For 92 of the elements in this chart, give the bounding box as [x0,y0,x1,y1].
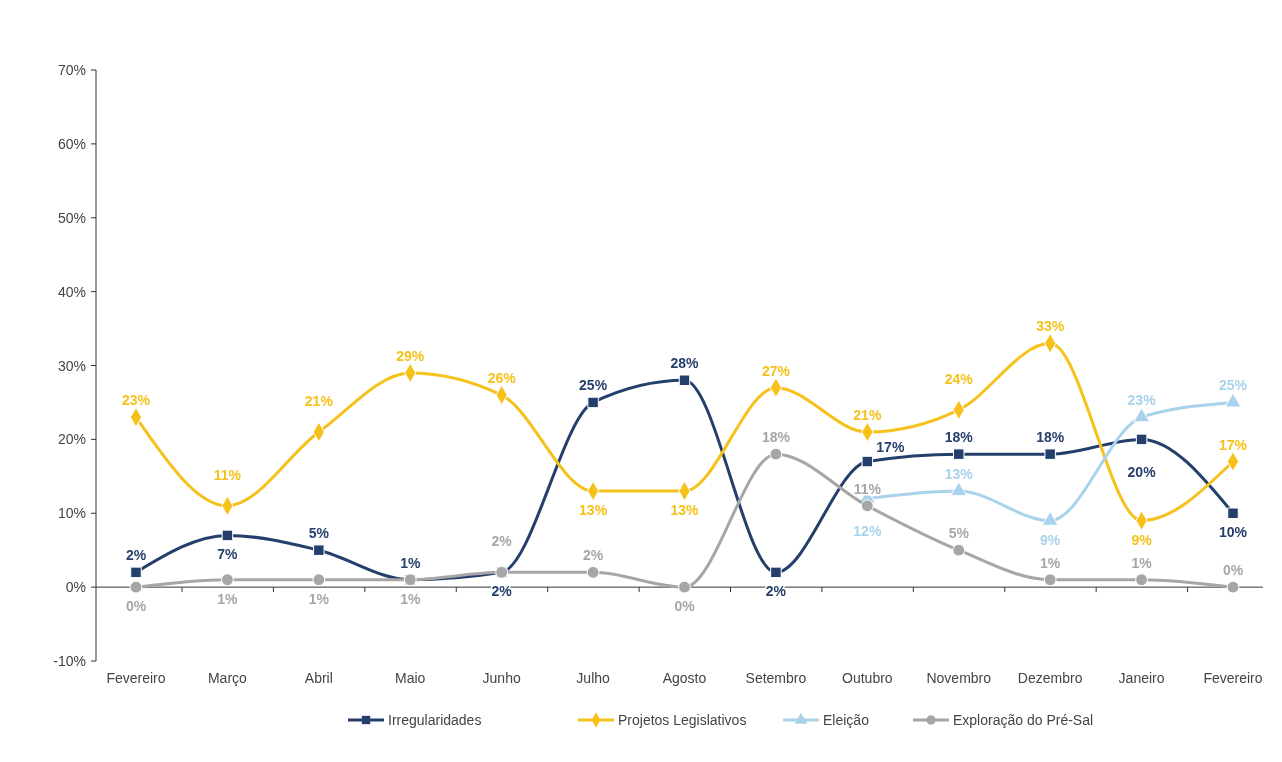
data-label: 13% [579,502,608,519]
data-label: 12% [853,523,882,540]
legend-label: Eleição [823,712,870,728]
data-label: 0% [1222,562,1244,579]
data-label: 0% [125,598,147,615]
point [130,566,142,579]
point [586,565,600,579]
data-label: 27% [761,362,791,379]
y-tick-label: 40% [57,283,86,300]
x-tick-label: Novembro [926,670,992,686]
data-label: 5% [308,525,330,542]
point [221,529,234,542]
point [861,455,874,468]
point [221,573,234,587]
y-tick-label: -10% [53,653,86,669]
data-label: 18% [1036,429,1065,446]
data-label: 1% [308,590,330,607]
legend-label: Irregularidades [388,712,482,728]
data-label: 18% [944,429,974,446]
x-tick-label: Janeiro [1118,670,1165,686]
x-tick-label: Fevereiro [106,670,166,686]
x-tick-label: Fevereiro [1203,670,1263,686]
x-tick-label: Outubro [842,670,893,686]
data-label: 33% [1036,318,1065,335]
y-tick-label: 50% [57,209,86,226]
data-label: 1% [1040,554,1061,571]
data-label: 17% [1218,436,1248,453]
data-label: 1% [400,590,421,607]
data-label: 25% [579,377,608,394]
point [129,580,143,594]
point [1135,573,1148,587]
y-tick-label: 70% [57,62,86,78]
data-label: 21% [853,406,882,423]
point [770,566,782,579]
data-label: 0% [674,598,696,615]
data-label: 2% [765,583,787,600]
data-label: 11% [213,466,242,483]
data-label: 13% [944,466,974,483]
data-label: 9% [1131,531,1153,548]
x-tick-label: Julho [576,670,611,686]
data-label: 25% [1218,377,1248,394]
data-label: 10% [1218,524,1248,541]
data-label: 23% [121,392,151,409]
data-label: 28% [670,355,700,372]
x-tick-label: Dezembro [1017,670,1083,686]
y-tick-label: 0% [65,579,86,596]
point [952,543,966,557]
point [312,573,326,587]
data-label: 2% [491,583,513,600]
data-label: 7% [217,546,239,563]
point [769,447,783,461]
y-tick-label: 10% [57,505,86,522]
data-label: 11% [853,480,882,497]
data-label: 1% [1131,554,1153,571]
data-label: 13% [670,502,700,519]
x-tick-label: Abril [304,670,333,686]
point [1043,573,1057,587]
legend-label: Exploração do Pré-Sal [953,712,1094,728]
data-label: 18% [761,429,791,446]
data-label: 26% [487,370,517,387]
point [313,544,325,556]
data-label: 1% [400,554,421,571]
data-label: 2% [125,547,147,564]
y-tick-label: 20% [57,431,86,448]
point [1044,448,1056,460]
x-tick-label: Maio [395,670,426,686]
point [1227,507,1239,519]
data-label: 5% [948,525,970,542]
data-label: 29% [396,347,425,364]
x-tick-label: Agosto [662,670,707,686]
data-label: 21% [304,392,334,409]
data-label: 23% [1127,392,1157,409]
point [1135,433,1148,446]
data-label: 20% [1127,464,1157,481]
point [587,396,599,409]
x-tick-label: Junho [482,670,521,686]
point [953,448,965,460]
x-tick-label: Março [207,670,248,686]
point [1226,580,1240,594]
legend-label: Projetos Legislativos [618,712,747,728]
data-label: 2% [582,547,604,564]
y-tick-label: 60% [57,135,86,152]
data-label: 2% [491,533,513,550]
point [860,499,874,513]
data-label: 24% [944,370,974,387]
x-tick-label: Setembro [745,670,807,686]
point [678,374,691,387]
y-tick-label: 30% [57,357,86,374]
data-label: 17% [876,438,905,455]
data-label: 9% [1040,531,1061,548]
data-label: 1% [217,590,239,607]
point [678,580,691,594]
